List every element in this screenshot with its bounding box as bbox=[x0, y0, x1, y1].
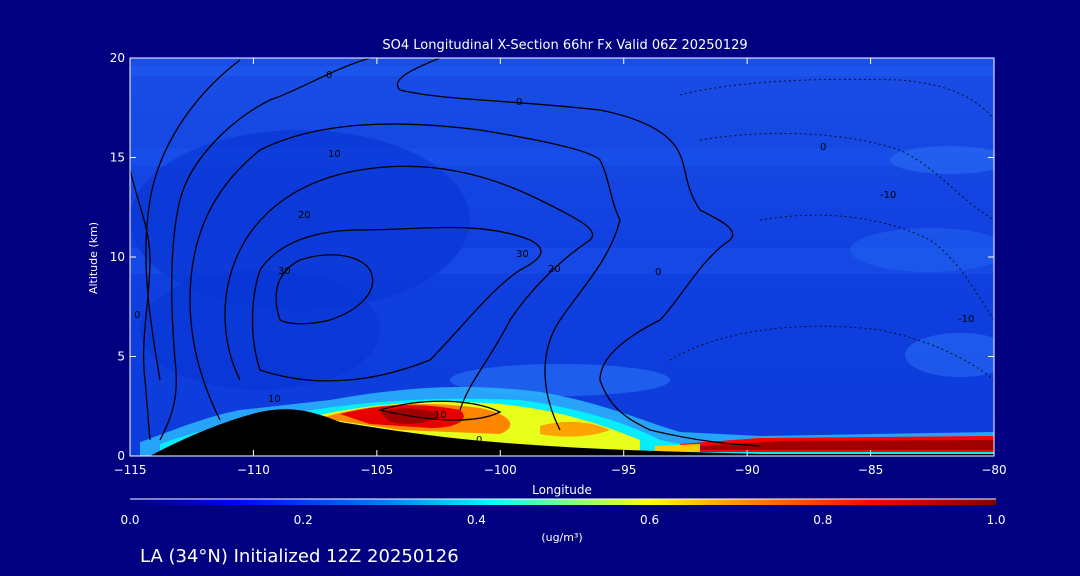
x-tick-label: −115 bbox=[114, 463, 147, 477]
colorbar-label: (ug/m³) bbox=[541, 531, 582, 544]
colorbar-tick-label: 0.0 bbox=[120, 513, 139, 527]
colorbar-tick-label: 1.0 bbox=[986, 513, 1005, 527]
field-blob-lower-mid bbox=[450, 364, 670, 396]
y-tick-label: 10 bbox=[110, 250, 125, 264]
chart-title: SO4 Longitudinal X-Section 66hr Fx Valid… bbox=[382, 38, 747, 53]
contour-lines bbox=[130, 58, 761, 447]
contour-10-plume bbox=[377, 400, 502, 421]
contour-0-right bbox=[396, 58, 761, 447]
contour-label-20-b: 20 bbox=[548, 264, 561, 275]
colorbar-tick-label: 0.4 bbox=[467, 513, 486, 527]
footer-caption: LA (34°N) Initialized 12Z 20250126 bbox=[140, 546, 459, 567]
y-tick-label: 0 bbox=[117, 449, 125, 463]
contour-label-0-b: 0 bbox=[516, 97, 522, 108]
field-blob-east-upper bbox=[890, 146, 994, 174]
colorbar-tick-label: 0.8 bbox=[813, 513, 832, 527]
surface-yellow-east bbox=[655, 444, 700, 452]
contour-neg-mid bbox=[759, 214, 994, 321]
x-axis: −115 −110 −105 −100 −95 −90 −85 −80 bbox=[114, 58, 1007, 477]
field-blob-east-mid bbox=[850, 228, 994, 272]
contour-neg-upper bbox=[699, 132, 994, 221]
field-blob-low bbox=[140, 270, 380, 390]
contour-20 bbox=[224, 165, 594, 411]
y-axis: 0 5 10 15 20 bbox=[110, 51, 994, 463]
colorbar bbox=[130, 499, 996, 505]
contour-0-west-inner bbox=[145, 59, 241, 381]
colorbar-tick-label: 0.6 bbox=[640, 513, 659, 527]
contour-40 bbox=[275, 254, 374, 325]
colorbar-tick-label: 0.2 bbox=[294, 513, 313, 527]
contour-label-0-a: 0 bbox=[326, 70, 332, 81]
contour-labels: 0 0 10 20 30 30 20 0 10 10 0 0 -10 -10 0 bbox=[134, 70, 974, 446]
contour-label-30-b: 30 bbox=[516, 249, 529, 260]
contour-label-30-a: 30 bbox=[278, 266, 291, 277]
contour-label-10-b: 10 bbox=[268, 394, 281, 405]
contour-dotted-lines bbox=[669, 78, 994, 381]
y-tick-label: 15 bbox=[110, 151, 125, 165]
x-axis-label: Longitude bbox=[532, 483, 592, 497]
terrain bbox=[150, 409, 994, 456]
colorbar-ticks: 0.0 0.2 0.4 0.6 0.8 1.0 bbox=[120, 513, 1005, 527]
contour-label-neg10-a: -10 bbox=[880, 190, 896, 201]
y-tick-label: 20 bbox=[110, 51, 125, 65]
contour-label-0-f: 0 bbox=[820, 142, 826, 153]
x-tick-label: −90 bbox=[734, 463, 759, 477]
contour-label-0-e: 0 bbox=[134, 310, 140, 321]
contour-10 bbox=[189, 123, 621, 431]
y-tick-label: 5 bbox=[117, 350, 125, 364]
y-axis-label: Altitude (km) bbox=[87, 222, 100, 294]
field-blob-east-low bbox=[905, 333, 994, 377]
contour-label-0-d: 0 bbox=[476, 435, 482, 446]
x-tick-label: −110 bbox=[237, 463, 270, 477]
contour-label-neg10-b: -10 bbox=[958, 314, 974, 325]
contour-label-10-a: 10 bbox=[328, 149, 341, 160]
x-tick-label: −100 bbox=[484, 463, 517, 477]
x-tick-label: −95 bbox=[611, 463, 636, 477]
surface-core-east bbox=[700, 440, 994, 450]
contour-0-left bbox=[159, 58, 371, 441]
plot-area bbox=[130, 58, 994, 456]
x-tick-label: −80 bbox=[981, 463, 1006, 477]
x-tick-label: −105 bbox=[360, 463, 393, 477]
contour-label-0-c: 0 bbox=[655, 267, 661, 278]
contour-30 bbox=[251, 226, 542, 382]
field-blob-core bbox=[130, 130, 470, 310]
contour-label-10-c: 10 bbox=[434, 410, 447, 421]
x-tick-label: −85 bbox=[858, 463, 883, 477]
contour-label-20-a: 20 bbox=[298, 210, 311, 221]
contour-neg-top bbox=[679, 78, 994, 121]
contour-west bbox=[130, 169, 151, 441]
field-band-top bbox=[130, 66, 994, 76]
